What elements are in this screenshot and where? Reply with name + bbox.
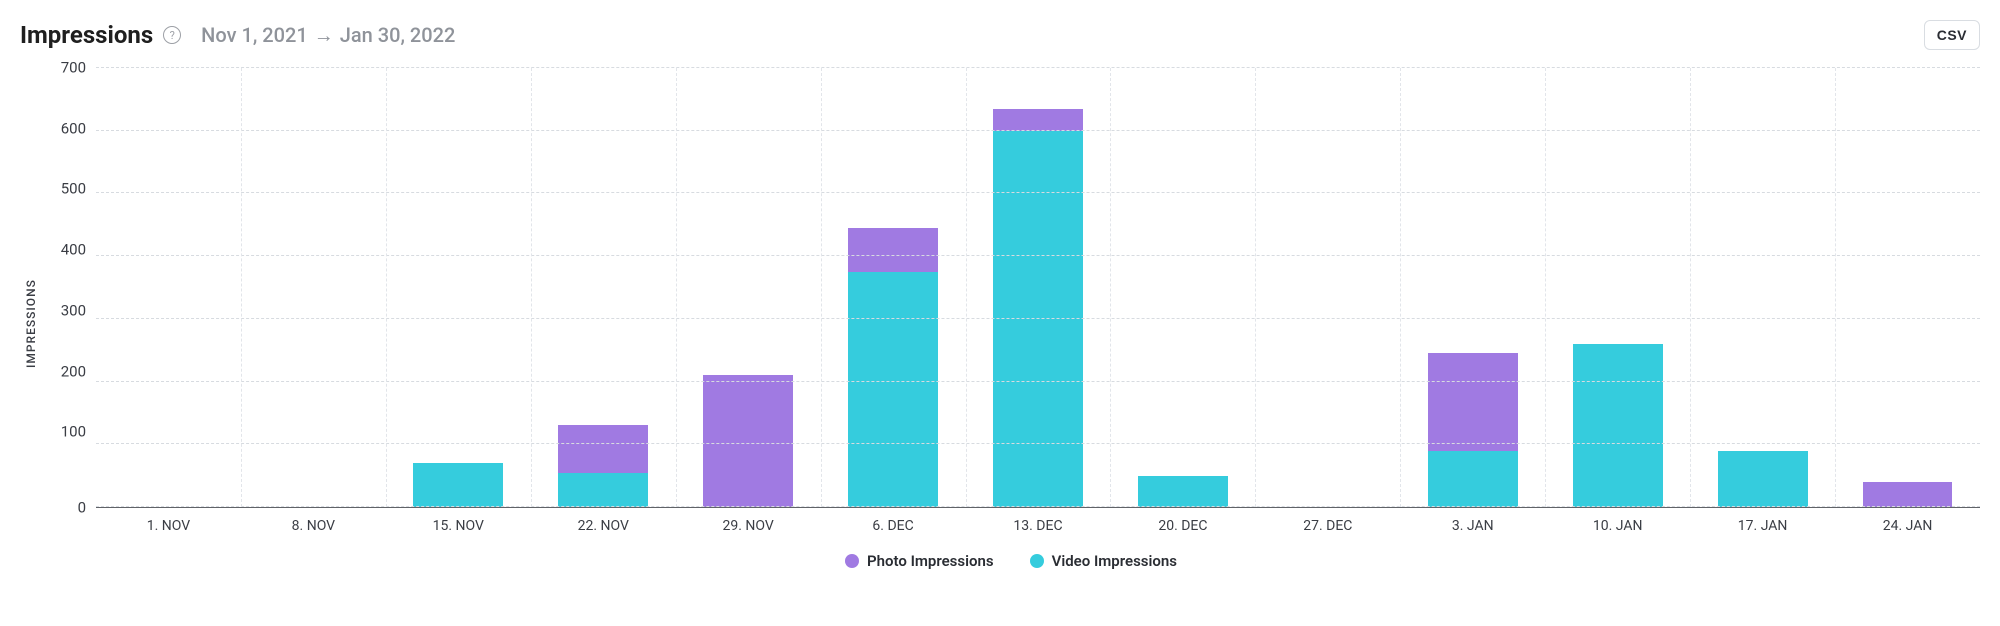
bar [386, 68, 531, 507]
bar [1835, 68, 1980, 507]
y-tick: 0 [42, 500, 86, 515]
bar [531, 68, 676, 507]
x-tick: 27. DEC [1255, 518, 1400, 534]
y-tick: 200 [42, 364, 86, 379]
plot-row: 7006005004003002001000 [42, 68, 1980, 508]
y-axis: 7006005004003002001000 [42, 68, 96, 508]
legend-item-photo[interactable]: Photo Impressions [845, 552, 994, 570]
x-tick: 13. DEC [966, 518, 1111, 534]
gridline-horizontal [96, 506, 1980, 507]
x-tick: 29. NOV [676, 518, 821, 534]
gridline-vertical [1545, 68, 1546, 507]
gridline-vertical [676, 68, 677, 507]
bar-segment-video [1573, 344, 1663, 507]
gridline-vertical [1110, 68, 1111, 507]
header-left: Impressions ? Nov 1, 2021 → Jan 30, 2022 [20, 21, 455, 49]
chart-main: 7006005004003002001000 1. NOV8. NOV15. N… [42, 68, 1980, 570]
gridline-vertical [1400, 68, 1401, 507]
x-tick: 20. DEC [1110, 518, 1255, 534]
plot-area [96, 68, 1980, 508]
x-tick: 22. NOV [531, 518, 676, 534]
bar [1255, 68, 1400, 507]
bar-segment-photo [558, 425, 648, 472]
y-tick: 600 [42, 121, 86, 136]
bar [821, 68, 966, 507]
gridline-vertical [241, 68, 242, 507]
x-tick: 17. JAN [1690, 518, 1835, 534]
x-tick: 24. JAN [1835, 518, 1980, 534]
bar-segment-video [558, 473, 648, 507]
bar [241, 68, 386, 507]
x-axis: 1. NOV8. NOV15. NOV22. NOV29. NOV6. DEC1… [96, 518, 1980, 534]
legend-swatch-icon [845, 554, 859, 568]
export-csv-button[interactable]: CSV [1924, 20, 1980, 50]
x-tick: 1. NOV [96, 518, 241, 534]
bar-segment-photo [993, 109, 1083, 131]
x-tick: 15. NOV [386, 518, 531, 534]
gridline-horizontal [96, 255, 1980, 256]
date-range: Nov 1, 2021 → Jan 30, 2022 [201, 23, 455, 48]
y-tick: 700 [42, 61, 86, 76]
y-tick: 400 [42, 243, 86, 258]
y-tick: 100 [42, 425, 86, 440]
gridline-horizontal [96, 192, 1980, 193]
date-from: Nov 1, 2021 [201, 23, 308, 47]
bar [1400, 68, 1545, 507]
chart-header: Impressions ? Nov 1, 2021 → Jan 30, 2022… [20, 20, 1980, 50]
gridline-vertical [386, 68, 387, 507]
legend-swatch-icon [1030, 554, 1044, 568]
help-icon[interactable]: ? [163, 26, 181, 44]
gridline-horizontal [96, 443, 1980, 444]
legend-label: Video Impressions [1052, 552, 1177, 570]
gridline-horizontal [96, 381, 1980, 382]
gridline-vertical [966, 68, 967, 507]
bar-segment-video [848, 272, 938, 507]
bar-segment-photo [848, 228, 938, 272]
arrow-right-icon: → [314, 23, 334, 48]
bar-segment-video [1718, 451, 1808, 507]
bar [96, 68, 241, 507]
gridline-vertical [821, 68, 822, 507]
date-to: Jan 30, 2022 [340, 23, 456, 47]
y-axis-label: IMPRESSIONS [20, 68, 42, 570]
bar-segment-photo [1428, 353, 1518, 450]
gridline-vertical [1255, 68, 1256, 507]
gridline-vertical [1835, 68, 1836, 507]
gridline-horizontal [96, 67, 1980, 68]
x-tick: 10. JAN [1545, 518, 1690, 534]
legend-label: Photo Impressions [867, 552, 994, 570]
bar [1690, 68, 1835, 507]
bar-segment-photo [703, 375, 793, 507]
legend: Photo Impressions Video Impressions [42, 552, 1980, 570]
y-tick: 300 [42, 303, 86, 318]
gridline-vertical [531, 68, 532, 507]
gridline-vertical [1690, 68, 1691, 507]
bar-segment-video [1138, 476, 1228, 507]
bars-layer [96, 68, 1980, 507]
bar-segment-photo [1863, 482, 1953, 507]
bar [676, 68, 821, 507]
x-tick: 6. DEC [821, 518, 966, 534]
bar [1545, 68, 1690, 507]
gridline-horizontal [96, 318, 1980, 319]
gridline-horizontal [96, 130, 1980, 131]
bar-segment-video [993, 131, 1083, 507]
chart-title: Impressions [20, 21, 153, 49]
chart-container: IMPRESSIONS 7006005004003002001000 1. NO… [20, 68, 1980, 570]
bar [1110, 68, 1255, 507]
bar-segment-video [413, 463, 503, 507]
x-tick: 3. JAN [1400, 518, 1545, 534]
legend-item-video[interactable]: Video Impressions [1030, 552, 1177, 570]
bar [966, 68, 1111, 507]
y-tick: 500 [42, 182, 86, 197]
bar-segment-video [1428, 451, 1518, 507]
x-tick: 8. NOV [241, 518, 386, 534]
